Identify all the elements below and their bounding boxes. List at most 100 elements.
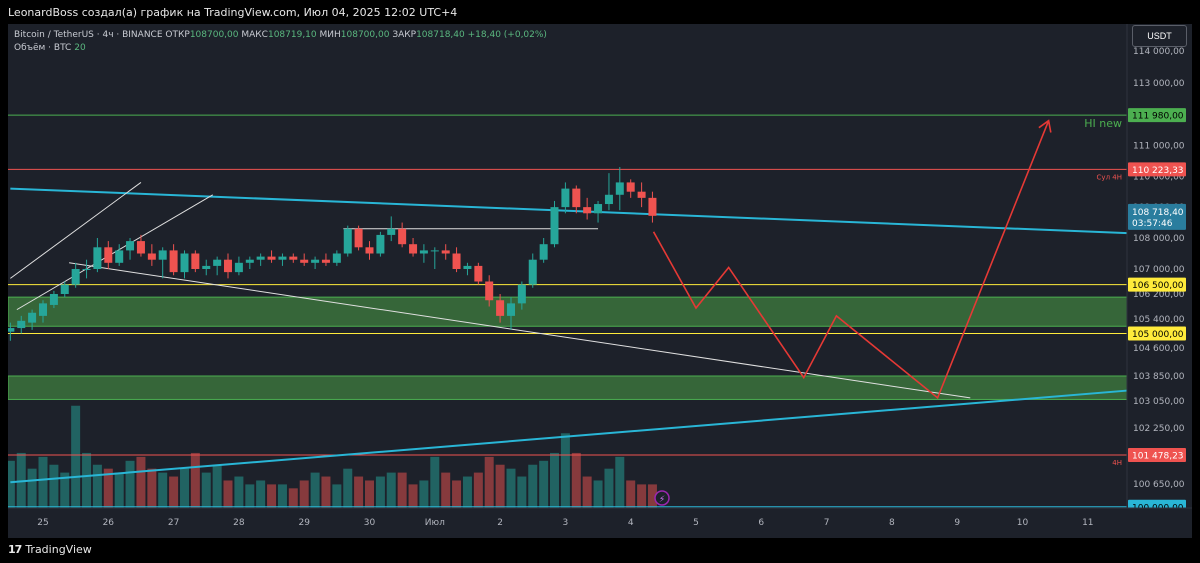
- candle-body[interactable]: [278, 256, 287, 260]
- candle-body[interactable]: [452, 253, 461, 270]
- candle-body[interactable]: [332, 253, 341, 263]
- legend-volume-row: Объём · BTC 20: [14, 42, 547, 55]
- candle-body[interactable]: [39, 303, 47, 316]
- close-label: ЗАКР: [392, 30, 417, 40]
- candle-body[interactable]: [354, 228, 363, 248]
- candle-body[interactable]: [615, 182, 624, 195]
- time-tick-label: 26: [103, 518, 115, 528]
- candle-body[interactable]: [365, 247, 374, 254]
- currency-button[interactable]: USDT: [1132, 25, 1187, 47]
- candle-body[interactable]: [256, 256, 265, 260]
- volume-bar: [528, 464, 538, 508]
- candle-body[interactable]: [93, 247, 102, 269]
- candle-body[interactable]: [223, 259, 232, 273]
- candle-body[interactable]: [648, 197, 657, 216]
- candle-body[interactable]: [594, 204, 603, 214]
- candle-body[interactable]: [17, 320, 26, 329]
- volume-bar: [82, 452, 92, 508]
- symbol-name[interactable]: Bitcoin / TetherUS · 4ч · BINANCE: [14, 30, 163, 40]
- volume-bar: [234, 476, 244, 508]
- candle-body[interactable]: [572, 188, 581, 208]
- candle-body[interactable]: [136, 241, 145, 254]
- candle-body[interactable]: [430, 250, 439, 252]
- candle-body[interactable]: [60, 284, 69, 294]
- volume-bar: [158, 472, 168, 508]
- time-axis[interactable]: [8, 508, 1192, 538]
- candle-body[interactable]: [289, 256, 298, 260]
- volume-bar: [71, 405, 81, 508]
- projection-path[interactable]: [652, 120, 1050, 400]
- candle-body[interactable]: [267, 256, 276, 260]
- candle-body[interactable]: [409, 244, 418, 254]
- candle-body[interactable]: [82, 269, 91, 270]
- candle-body[interactable]: [485, 281, 494, 301]
- volume-bar: [386, 472, 396, 508]
- trendline-1[interactable]: [10, 187, 1134, 235]
- trendline-5[interactable]: [69, 262, 971, 399]
- candle-body[interactable]: [583, 207, 592, 214]
- demand-zone-1[interactable]: [8, 296, 1128, 327]
- price-tick-label: 111 000,00: [1133, 141, 1185, 151]
- volume-bar: [223, 480, 233, 508]
- candle-body[interactable]: [71, 269, 80, 285]
- candle-body[interactable]: [561, 188, 570, 208]
- volume-bar: [549, 452, 559, 508]
- candle-body[interactable]: [8, 328, 15, 332]
- candle-body[interactable]: [147, 253, 156, 260]
- candle-body[interactable]: [496, 300, 505, 316]
- volume-bar: [354, 476, 364, 508]
- candle-body[interactable]: [126, 241, 135, 251]
- candle-body[interactable]: [517, 284, 526, 304]
- lightning-icon[interactable]: [654, 490, 670, 506]
- candle-body[interactable]: [507, 303, 516, 316]
- candle-body[interactable]: [180, 253, 189, 273]
- trendline-2[interactable]: [10, 389, 1134, 484]
- candle-body[interactable]: [191, 253, 200, 270]
- candle-body[interactable]: [419, 250, 428, 254]
- volume-bar: [419, 480, 429, 508]
- candle-body[interactable]: [441, 250, 450, 254]
- candle-body[interactable]: [115, 250, 124, 263]
- candle-body[interactable]: [463, 265, 472, 269]
- candle-body[interactable]: [637, 191, 646, 198]
- candle-body[interactable]: [104, 247, 113, 263]
- current-price-label: 108 718,40: [1132, 208, 1184, 218]
- time-tick-label: 9: [954, 518, 960, 528]
- candle-body[interactable]: [474, 265, 483, 282]
- trendline-4[interactable]: [16, 194, 214, 311]
- tradingview-logo[interactable]: 17 TradingView: [8, 543, 92, 556]
- volume-bar: [375, 476, 385, 508]
- candle-body[interactable]: [169, 250, 178, 273]
- candle-body[interactable]: [311, 259, 320, 263]
- candle-body[interactable]: [213, 259, 222, 266]
- volume-bar: [114, 472, 124, 508]
- candle-body[interactable]: [398, 228, 407, 245]
- candle-body[interactable]: [245, 259, 254, 263]
- volume-bar: [647, 484, 657, 508]
- candle-body[interactable]: [539, 244, 548, 260]
- volume-bar: [517, 476, 527, 508]
- trendline-3[interactable]: [10, 182, 142, 279]
- volume-label[interactable]: Объём · BTC: [14, 43, 72, 53]
- candle-body[interactable]: [49, 294, 58, 305]
- volume-bar: [288, 488, 298, 508]
- volume-bar: [190, 452, 200, 508]
- candle-body[interactable]: [626, 182, 635, 192]
- candle-body[interactable]: [28, 312, 37, 323]
- candle-body[interactable]: [376, 234, 385, 254]
- candle-body[interactable]: [202, 265, 211, 269]
- candle-body[interactable]: [158, 250, 167, 260]
- candle-body[interactable]: [550, 207, 559, 245]
- candle-body[interactable]: [604, 194, 613, 205]
- candle-body[interactable]: [321, 259, 330, 263]
- time-tick-label: 7: [824, 518, 830, 528]
- candle-body[interactable]: [234, 262, 243, 273]
- candle-body[interactable]: [387, 228, 396, 235]
- candle-body[interactable]: [528, 259, 537, 285]
- candle-body[interactable]: [343, 228, 352, 254]
- price-tick-label: 102 250,00: [1133, 424, 1185, 434]
- price-badge-label-support-bottom: 105 000,00: [1132, 330, 1184, 340]
- candle-body[interactable]: [300, 259, 309, 263]
